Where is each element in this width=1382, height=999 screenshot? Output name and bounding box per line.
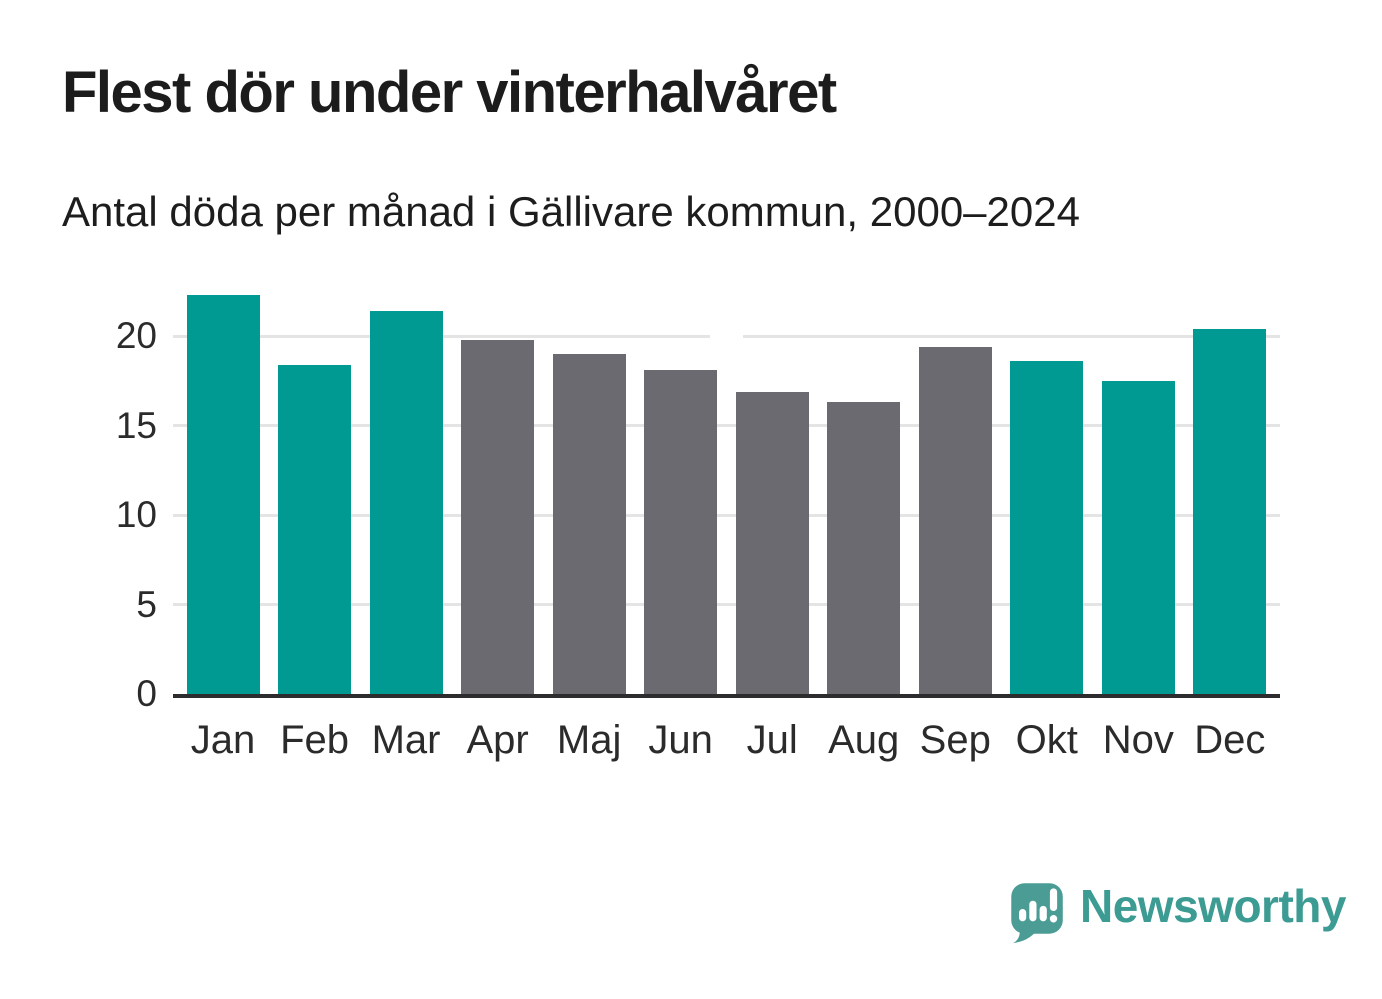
bar-nov — [1101, 380, 1175, 694]
bar-jun — [644, 370, 718, 694]
y-tick-label-20: 20 — [115, 315, 157, 356]
x-tick-label-okt: Okt — [1015, 718, 1078, 762]
newsworthy-logo-icon — [1011, 883, 1063, 943]
x-tick-label-feb: Feb — [280, 718, 349, 762]
gridline-gap — [710, 332, 743, 344]
x-tick-label-jan: Jan — [190, 718, 256, 762]
gridline-10 — [173, 513, 1280, 517]
x-tick-label-jun: Jun — [648, 718, 713, 762]
x-axis-labels: Jan Feb Mar Apr Maj Jun Jul Aug Sep Okt Nov Dec — [173, 718, 1280, 763]
y-tick-label-5: 5 — [136, 583, 157, 625]
bars-row — [173, 284, 1280, 694]
y-tick-label-15: 15 — [115, 404, 157, 446]
brand-name: Newsworthy — [1080, 880, 1346, 932]
x-tick-label-nov: Nov — [1102, 718, 1174, 762]
x-tick-label-dec: Dec — [1194, 718, 1266, 762]
chart-title: Flest dör under vinterhalvåret — [62, 60, 837, 125]
bar-jan — [186, 294, 260, 694]
bar-maj — [552, 353, 626, 694]
bar-aug — [827, 402, 901, 694]
y-tick-label-0: 0 — [136, 673, 157, 714]
bar-feb — [278, 364, 352, 694]
bar-sep — [918, 346, 992, 694]
x-tick-label-jul: Jul — [746, 718, 798, 762]
x-tick-label-apr: Apr — [466, 718, 529, 762]
x-tick-label-mar: Mar — [371, 718, 441, 762]
bar-jul — [735, 391, 809, 694]
bar-okt — [1010, 361, 1084, 694]
gridline-5 — [173, 603, 1280, 606]
y-tick-label-10: 10 — [115, 494, 157, 535]
x-tick-label-sep: Sep — [919, 718, 991, 762]
x-tick-label-aug: Aug — [828, 718, 900, 762]
bar-dec — [1193, 328, 1267, 694]
chart-subtitle: Antal döda per månad i Gällivare kommun,… — [62, 188, 1080, 235]
x-axis-line — [173, 694, 1280, 698]
brand-footer: Newsworthy — [1008, 876, 1346, 944]
bar-mar — [369, 310, 443, 694]
x-tick-label-maj: Maj — [556, 718, 622, 762]
gridline-15 — [173, 424, 1280, 427]
bar-chart-plot-area — [173, 284, 1280, 698]
bar-apr — [461, 339, 535, 694]
